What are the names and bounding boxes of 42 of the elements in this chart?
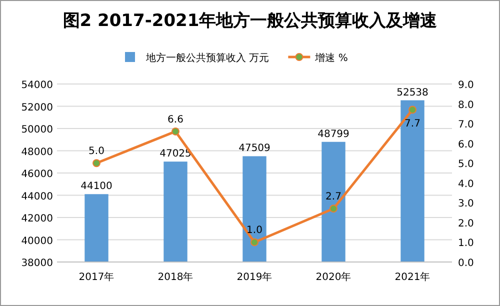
point xyxy=(172,127,180,136)
y-tick-label: 52000 xyxy=(21,102,53,114)
y-tick-label: 42000 xyxy=(21,214,53,224)
x-tick-label: 2017年 xyxy=(78,271,114,283)
y2-tick-label: 3.0 xyxy=(458,198,474,210)
y2-tick-label: 6.0 xyxy=(458,139,474,150)
data-label: 1.0 xyxy=(246,225,262,236)
data-label: 6.6 xyxy=(168,114,184,126)
data-label: 48799 xyxy=(318,128,350,140)
point xyxy=(330,204,338,213)
y2-tick-label: 2.0 xyxy=(458,218,474,230)
y2-tick-label: 4.0 xyxy=(458,178,474,190)
y-tick-label: 44000 xyxy=(21,191,53,202)
y-tick-label: 40000 xyxy=(21,236,53,247)
point xyxy=(250,238,258,246)
point xyxy=(408,106,416,114)
data-label: 47509 xyxy=(238,143,270,154)
point xyxy=(92,159,100,168)
chart-title: 图2 2017-2021年地方一般公共预算收入及增速 xyxy=(62,11,438,31)
y-tick-label: 38000 xyxy=(21,258,53,269)
x-tick-label: 2019年 xyxy=(236,271,272,283)
data-label: 52538 xyxy=(396,87,428,98)
y2-tick-label: 5.0 xyxy=(458,159,474,170)
legend-label: 增速 % xyxy=(314,52,348,64)
legend-label: 地方一般公共预算收入 万元 xyxy=(145,52,270,64)
y2-tick-label: 8.0 xyxy=(458,100,474,111)
y-tick-label: 48000 xyxy=(21,146,53,158)
data-label: 47025 xyxy=(160,148,192,160)
y2-tick-label: 0.0 xyxy=(458,258,474,269)
x-tick-label: 2021年 xyxy=(394,271,430,283)
y-tick-label: 46000 xyxy=(21,169,53,180)
y-tick-label: 54000 xyxy=(21,80,53,91)
data-label: 44100 xyxy=(80,181,112,192)
data-label: 5.0 xyxy=(88,146,104,158)
y-tick-label: 50000 xyxy=(21,124,53,136)
y2-tick-label: 7.0 xyxy=(458,120,474,131)
x-tick-label: 2020年 xyxy=(316,271,352,283)
data-label: 2.7 xyxy=(326,192,342,203)
x-tick-label: 2018年 xyxy=(158,271,194,283)
data-label: 7.7 xyxy=(404,118,420,130)
y2-tick-label: 9.0 xyxy=(458,80,474,91)
y2-tick-label: 1.0 xyxy=(458,238,474,250)
